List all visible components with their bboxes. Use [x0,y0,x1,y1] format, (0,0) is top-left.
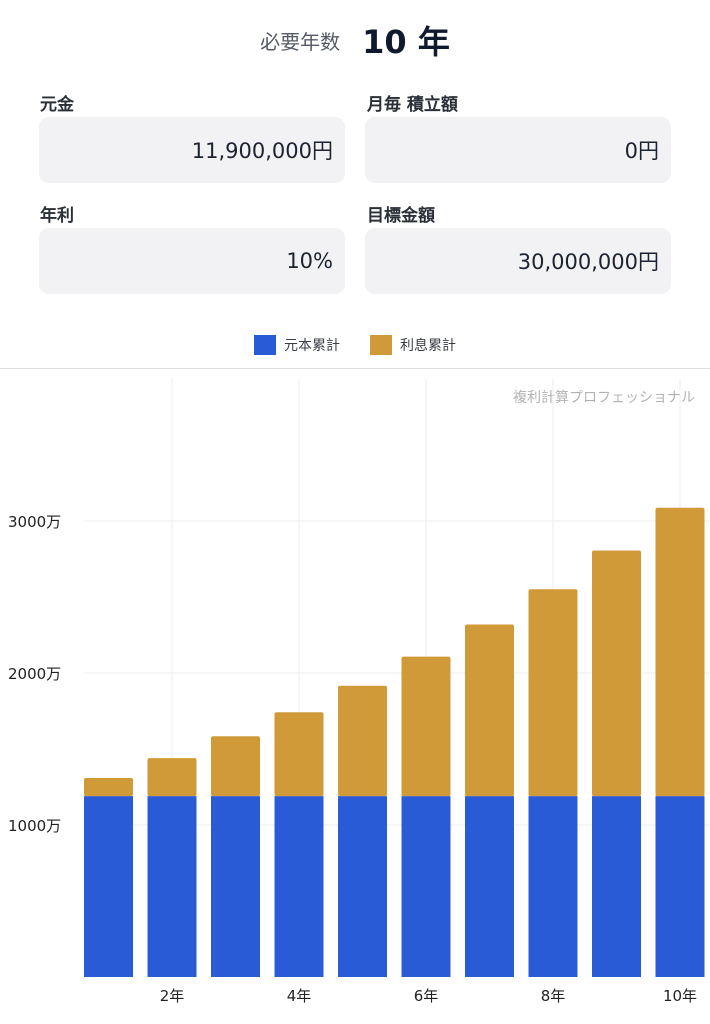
legend-swatch-interest [370,335,392,355]
bar-principal-4 [274,796,324,977]
required-years-row: 必要年数 10 年 [0,18,710,62]
bar-interest-10 [655,507,705,797]
legend-swatch-principal [254,335,276,355]
legend-label-interest: 利息累計 [400,338,456,354]
monthly-contribution-input[interactable]: 0円 [365,117,671,183]
bar-principal-2 [147,796,197,977]
bar-principal-5 [338,796,387,977]
bar-principal-3 [211,796,260,977]
bar-principal-1 [84,796,133,977]
watermark-text: 複利計算プロフェッショナル [513,389,695,406]
required-years-value: 10 年 [362,23,450,61]
legend-item-interest[interactable]: 利息累計 [370,335,456,355]
bar-principal-6 [401,796,451,977]
required-years-label: 必要年数 [260,29,341,54]
monthly-contribution-label: 月毎 積立額 [367,95,458,115]
annual-rate-input[interactable]: 10% [39,228,345,294]
target-amount-label: 目標金額 [367,206,435,226]
annual-rate-label: 年利 [40,206,74,226]
x-tick-label-1: 2年 [160,987,185,1005]
bar-interest-9 [592,550,641,797]
bar-interest-8 [528,589,578,797]
bar-principal-10 [655,796,705,977]
y-tick-label-1: 2000万 [8,665,61,683]
bar-interest-2 [147,758,197,797]
target-amount-input[interactable]: 30,000,000円 [365,228,671,294]
x-tick-label-9: 10年 [663,987,697,1005]
stacked-bar-chart: 複利計算プロフェッショナル 1000万 2000万 3000万 2年 4年 6年 8年 10年 [8,379,710,1005]
principal-input[interactable]: 11,900,000円 [39,117,345,183]
bar-principal-9 [592,796,641,977]
chart-divider [0,368,710,369]
bar-interest-5 [338,685,387,797]
x-tick-label-3: 4年 [287,987,312,1005]
bar-interest-3 [211,736,260,797]
x-tick-label-5: 6年 [414,987,439,1005]
chart-legend: 元本累計 利息累計 [0,332,710,358]
bar-principal-8 [528,796,578,977]
x-tick-label-7: 8年 [541,987,566,1005]
legend-item-principal[interactable]: 元本累計 [254,335,340,355]
bar-interest-1 [84,778,133,797]
principal-label: 元金 [40,95,74,115]
legend-label-principal: 元本累計 [284,338,340,354]
bar-principal-7 [465,796,514,977]
bar-interest-6 [401,656,451,797]
bar-interest-4 [274,712,324,797]
y-tick-label-0: 1000万 [8,817,61,835]
bar-interest-7 [465,624,514,797]
y-tick-label-2: 3000万 [8,513,61,531]
